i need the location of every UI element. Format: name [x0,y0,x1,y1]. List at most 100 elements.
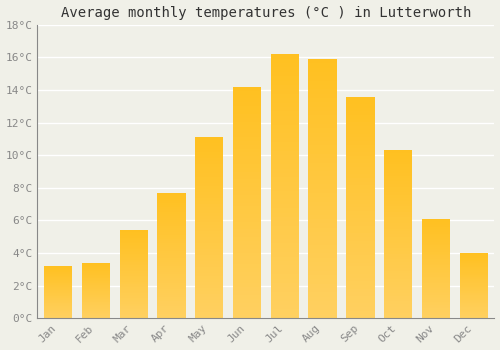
Bar [158,249,186,251]
Bar [158,218,186,220]
Bar [346,233,374,237]
Bar [120,255,148,257]
Bar [195,249,224,252]
Bar [346,237,374,241]
Bar [346,108,374,111]
Bar [158,228,186,230]
Bar [233,291,261,295]
Bar [460,305,488,306]
Bar [195,216,224,219]
Bar [233,141,261,145]
Bar [120,287,148,289]
Bar [460,273,488,274]
Bar [82,287,110,288]
Bar [308,258,337,262]
Bar [346,100,374,104]
Bar [44,278,72,279]
Bar [233,222,261,226]
Bar [308,275,337,279]
Bar [44,274,72,275]
Bar [158,287,186,289]
Bar [158,266,186,268]
Bar [158,203,186,205]
Bar [120,268,148,270]
Bar [82,288,110,289]
Bar [346,248,374,252]
Bar [158,214,186,216]
Bar [422,240,450,242]
Bar [384,310,412,313]
Bar [233,125,261,129]
Bar [460,316,488,317]
Bar [346,137,374,141]
Bar [195,180,224,183]
Bar [422,219,450,220]
Bar [384,251,412,254]
Bar [422,260,450,262]
Bar [120,238,148,239]
Bar [270,76,299,80]
Bar [270,129,299,133]
Bar [158,306,186,308]
Bar [233,160,261,164]
Bar [384,262,412,265]
Bar [270,204,299,208]
Bar [422,302,450,303]
Bar [460,301,488,302]
Bar [120,317,148,318]
Bar [44,308,72,309]
Bar [270,155,299,160]
Bar [120,234,148,236]
Bar [195,146,224,149]
Bar [270,257,299,261]
Bar [120,276,148,277]
Bar [120,260,148,261]
Bar [308,236,337,240]
Bar [82,312,110,313]
Bar [422,239,450,240]
Bar [233,226,261,230]
Bar [384,167,412,170]
Bar [158,241,186,243]
Bar [270,252,299,257]
Bar [308,223,337,228]
Bar [82,267,110,268]
Bar [384,220,412,223]
Bar [384,229,412,231]
Bar [308,202,337,206]
Bar [44,304,72,305]
Bar [346,281,374,285]
Bar [44,305,72,306]
Bar [195,206,224,210]
Bar [158,205,186,207]
Bar [82,274,110,275]
Bar [82,270,110,271]
Bar [346,292,374,296]
Bar [233,183,261,187]
Bar [308,288,337,292]
Bar [120,265,148,267]
Bar [82,293,110,294]
Bar [158,243,186,245]
Bar [195,201,224,204]
Bar [270,296,299,301]
Bar [308,163,337,167]
Bar [195,189,224,191]
Bar [384,301,412,304]
Bar [44,292,72,293]
Bar [346,204,374,208]
Bar [158,211,186,214]
Bar [422,308,450,310]
Bar [44,270,72,271]
Bar [422,275,450,277]
Bar [308,193,337,197]
Bar [270,222,299,226]
Bar [308,159,337,163]
Bar [308,150,337,154]
Bar [384,279,412,282]
Bar [384,206,412,209]
Bar [460,277,488,278]
Bar [422,247,450,248]
Bar [308,76,337,81]
Bar [270,314,299,318]
